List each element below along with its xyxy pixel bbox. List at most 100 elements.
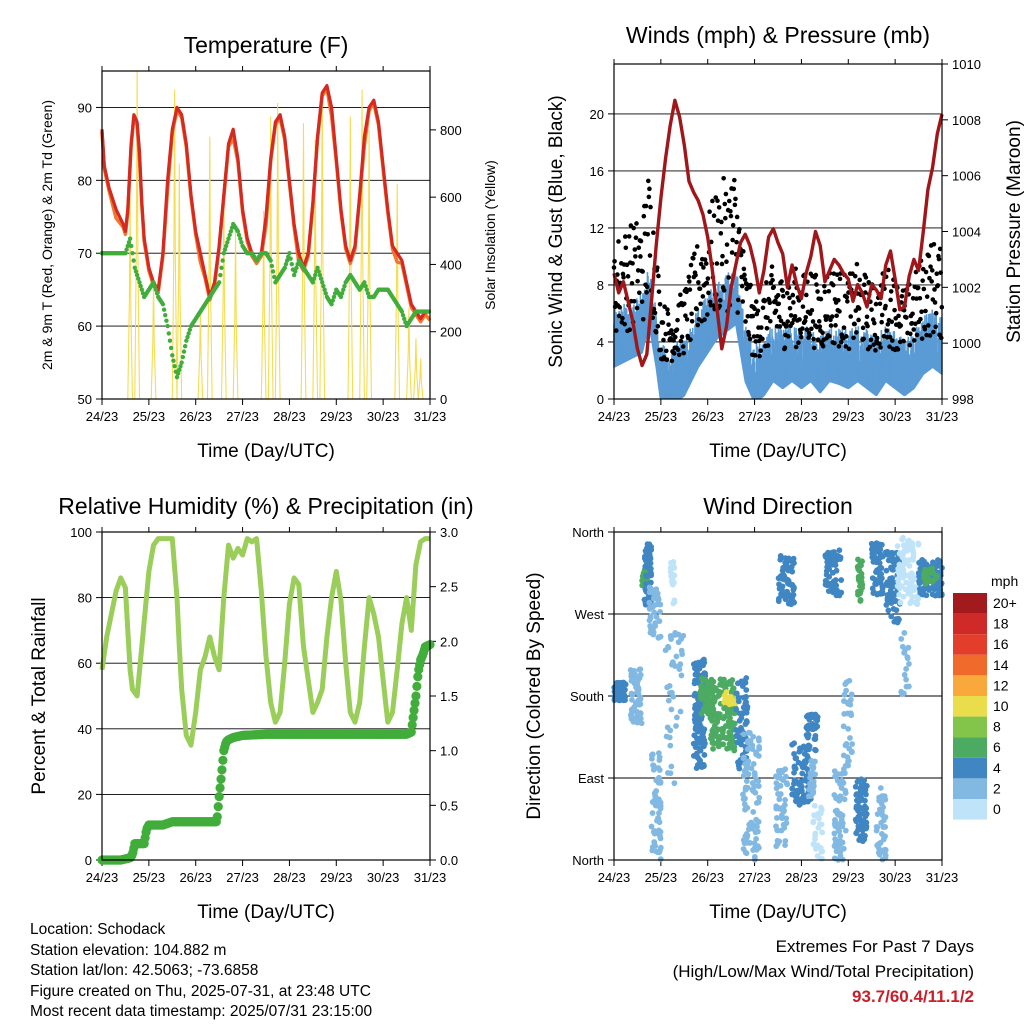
direction-point (777, 584, 784, 591)
gust-point (787, 305, 793, 311)
direction-point (657, 608, 663, 615)
gust-point (732, 177, 737, 183)
y-tick-label: 40 (78, 722, 92, 737)
gust-point (710, 198, 715, 204)
td-point (216, 280, 222, 285)
y-axis: 0 4 8 12 16 20 (590, 107, 614, 407)
solar-spike (359, 89, 365, 400)
direction-point (648, 823, 655, 830)
gust-point (883, 303, 888, 309)
direction-point (838, 770, 845, 777)
direction-point (857, 559, 864, 566)
direction-point (743, 687, 750, 693)
y-tick-label: 4 (597, 335, 604, 350)
direction-point (840, 780, 847, 786)
td-point (289, 261, 294, 267)
gust-point (931, 329, 936, 335)
direction-point (743, 778, 750, 785)
td-point (284, 258, 290, 263)
direction-point (900, 593, 907, 600)
gust-point (856, 306, 862, 311)
y-tick-label: 20 (590, 107, 604, 122)
gust-point (869, 307, 874, 312)
direction-point (622, 681, 629, 688)
direction-point (775, 773, 781, 780)
direction-point (647, 567, 654, 573)
direction-point (877, 785, 884, 791)
direction-point (791, 764, 798, 771)
direction-point (637, 701, 644, 708)
gust-point (834, 313, 839, 319)
direction-point (817, 844, 824, 851)
direction-point (793, 755, 800, 762)
x-axis-label: Time (Day/UTC) (197, 902, 335, 923)
direction-point (786, 599, 793, 606)
direction-point (647, 623, 654, 629)
station-location: Location: Schodack (30, 921, 166, 938)
direction-point (719, 726, 726, 732)
precip-point (411, 691, 421, 701)
td-point (165, 323, 170, 329)
gust-point (892, 307, 897, 313)
precip-point (413, 672, 423, 682)
direction-point (664, 684, 671, 691)
gust-point (753, 299, 759, 304)
td-point (175, 371, 181, 376)
direction-point (707, 691, 714, 698)
direction-point (710, 745, 716, 752)
gust-point (769, 264, 775, 269)
direction-point (919, 591, 926, 598)
gust-point (910, 311, 915, 317)
x-tick-label: 28/23 (785, 409, 818, 424)
gust-point (702, 317, 707, 322)
gust-point (863, 275, 869, 280)
td-point (291, 272, 297, 278)
gust-point (703, 261, 709, 266)
legend-swatch (953, 634, 987, 655)
direction-point (780, 564, 787, 571)
x-tick-label: 27/23 (226, 870, 259, 885)
gust-point (822, 289, 828, 295)
solar-spike (127, 197, 134, 400)
direction-point (742, 786, 749, 793)
direction-point (647, 553, 653, 560)
gust-point (757, 353, 762, 359)
legend-label: 16 (993, 636, 1009, 652)
gust-point (838, 339, 844, 345)
direction-point (656, 757, 663, 764)
direction-point (811, 802, 818, 809)
direction-point (693, 765, 700, 772)
gust-point (926, 253, 932, 259)
gust-point (833, 323, 838, 328)
direction-point (628, 714, 635, 720)
direction-point (878, 590, 885, 596)
gust-point (675, 347, 681, 353)
td-point (170, 353, 175, 358)
direction-point (722, 713, 728, 720)
solar-spike (267, 116, 274, 400)
td-point (288, 256, 293, 261)
direction-point (741, 801, 748, 808)
direction-point (904, 538, 911, 545)
y-axis: 50 60 70 80 90 (78, 100, 102, 407)
x-tick-label: 31/23 (414, 870, 447, 885)
gust-point (936, 256, 942, 262)
x-tick-label: 30/23 (367, 409, 400, 424)
direction-point (929, 578, 936, 585)
station-info: Location: Schodack Station elevation: 10… (30, 920, 372, 1023)
y2-tick-label: 1.5 (440, 689, 458, 704)
gust-point (914, 296, 919, 301)
direction-point (627, 667, 634, 673)
direction-point (831, 792, 838, 798)
precip-point (406, 727, 416, 737)
gust-point (679, 334, 685, 340)
legend-swatch (953, 696, 987, 717)
gust-point (788, 313, 794, 318)
direction-point (903, 666, 910, 672)
gust-point (669, 328, 674, 333)
direction-point (755, 752, 762, 759)
direction-point (926, 587, 933, 593)
gust-point (798, 330, 803, 336)
gust-point (671, 351, 677, 356)
panel-2: Winds (mph) & Pressure (mb) 24/23 25/23 26/… (546, 22, 1024, 462)
